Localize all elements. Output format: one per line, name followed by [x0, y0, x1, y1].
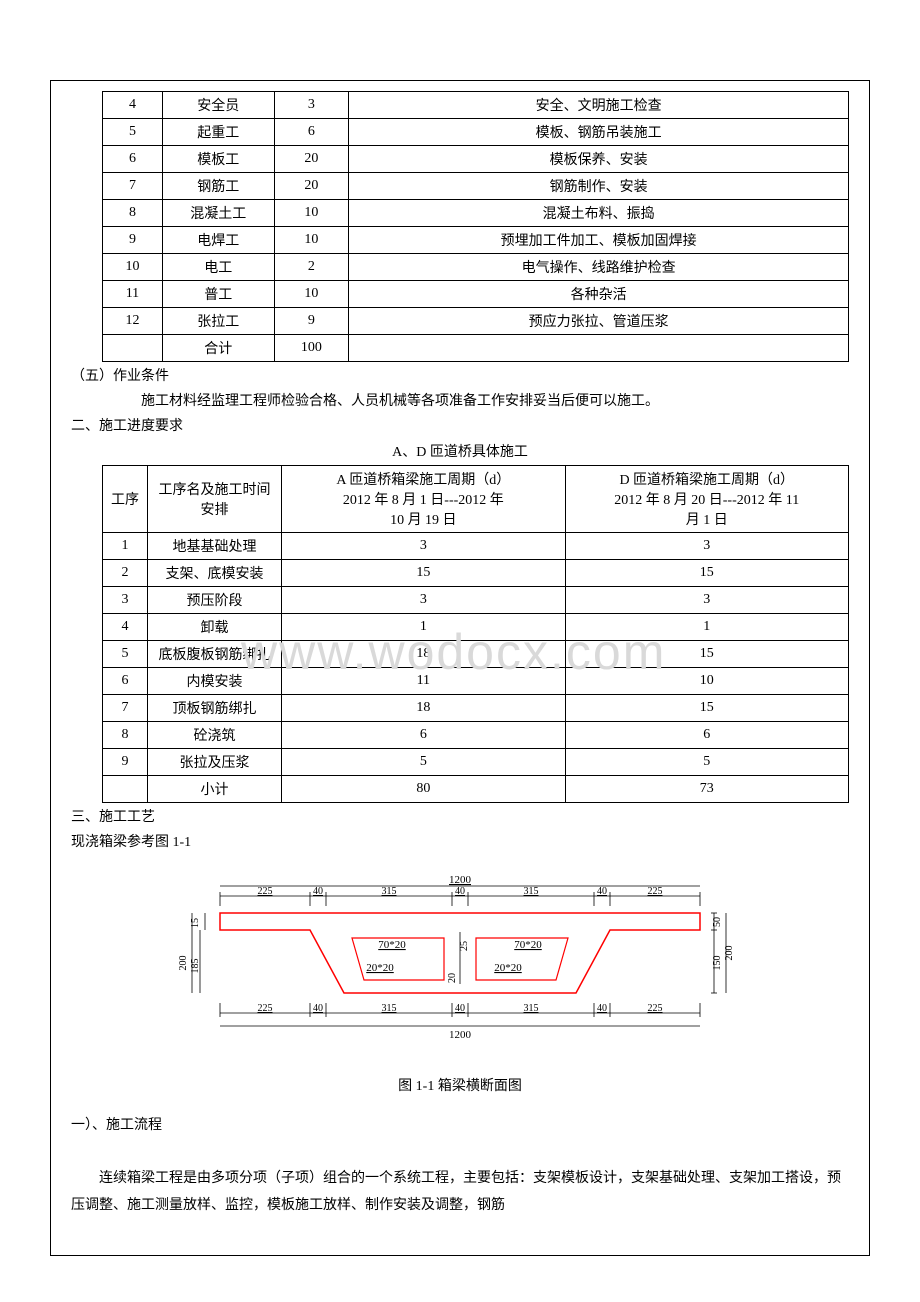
table-row: 9电焊工10预埋加工件加工、模板加固焊接: [103, 227, 849, 254]
svg-text:225: 225: [258, 1003, 273, 1014]
table-row: 工序 工序名及施工时间安排 A 匝道桥箱梁施工周期（d） 2012 年 8 月 …: [103, 466, 849, 533]
header-d: D 匝道桥箱梁施工周期（d） 2012 年 8 月 20 日---2012 年 …: [565, 466, 848, 533]
svg-text:200: 200: [724, 946, 735, 961]
svg-text:225: 225: [648, 1003, 663, 1014]
header-a: A 匝道桥箱梁施工周期（d） 2012 年 8 月 1 日---2012 年 1…: [282, 466, 565, 533]
svg-text:1200: 1200: [449, 874, 472, 886]
svg-text:1200: 1200: [449, 1029, 472, 1041]
header-name: 工序名及施工时间安排: [147, 466, 281, 533]
svg-text:315: 315: [524, 886, 539, 897]
table-row: 11普工10各种杂活: [103, 281, 849, 308]
ref-text: 现浇箱梁参考图 1-1: [71, 832, 849, 853]
svg-text:20*20: 20*20: [366, 962, 394, 974]
diagram-svg: 1200 225 40 315 40 315 40 225 225 40 315 40 315 40 225…: [150, 868, 770, 1058]
section5-title: （五）作业条件: [71, 366, 849, 387]
svg-text:70*20: 70*20: [514, 939, 542, 951]
table-row: 5底板腹板钢筋绑扎1815: [103, 641, 849, 668]
diagram-caption: 图 1-1 箱梁横断面图: [71, 1075, 849, 1095]
table-row: 4安全员3安全、文明施工检查: [103, 92, 849, 119]
table-row: 8混凝土工10混凝土布料、振捣: [103, 200, 849, 227]
svg-text:225: 225: [648, 886, 663, 897]
schedule-table: 工序 工序名及施工时间安排 A 匝道桥箱梁施工周期（d） 2012 年 8 月 …: [102, 465, 849, 803]
svg-text:315: 315: [382, 1003, 397, 1014]
svg-text:40: 40: [597, 1003, 607, 1014]
svg-text:40: 40: [455, 886, 465, 897]
svg-text:25: 25: [459, 941, 470, 951]
flow-heading: 一）、施工流程: [71, 1115, 849, 1136]
table-row: 6内模安装1110: [103, 668, 849, 695]
table-row: 合计100: [103, 335, 849, 362]
svg-text:225: 225: [258, 886, 273, 897]
section3-heading: 三、施工工艺: [71, 807, 849, 828]
cross-section-diagram: 1200 225 40 315 40 315 40 225 225 40 315 40 315 40 225…: [71, 868, 849, 1063]
page-frame: 4安全员3安全、文明施工检查5起重工6模板、钢筋吊装施工6模板工20模板保养、安…: [50, 80, 870, 1256]
table-row: 10电工2电气操作、线路维护检查: [103, 254, 849, 281]
personnel-table: 4安全员3安全、文明施工检查5起重工6模板、钢筋吊装施工6模板工20模板保养、安…: [102, 91, 849, 362]
table-row: 6模板工20模板保养、安装: [103, 146, 849, 173]
table-row: 小计8073: [103, 776, 849, 803]
svg-text:185: 185: [190, 959, 201, 974]
header-seq: 工序: [103, 466, 148, 533]
table-row: 7顶板钢筋绑扎1815: [103, 695, 849, 722]
section5-text: 施工材料经监理工程师检验合格、人员机械等各项准备工作安排妥当后便可以施工。: [71, 391, 849, 412]
svg-text:70*20: 70*20: [378, 939, 406, 951]
section2-heading: 二、施工进度要求: [71, 416, 849, 437]
svg-text:315: 315: [382, 886, 397, 897]
table2-title: A、D 匝道桥具体施工: [71, 441, 849, 461]
svg-text:20: 20: [447, 973, 458, 983]
svg-text:40: 40: [597, 886, 607, 897]
table-row: 2支架、底模安装1515: [103, 560, 849, 587]
table-row: 4卸载11: [103, 614, 849, 641]
svg-text:40: 40: [455, 1003, 465, 1014]
table-row: 8砼浇筑66: [103, 722, 849, 749]
table-row: 12张拉工9预应力张拉、管道压浆: [103, 308, 849, 335]
body-paragraph: 连续箱梁工程是由多项分项（子项）组合的一个系统工程，主要包括：支架模板设计，支架…: [71, 1166, 849, 1219]
svg-text:40: 40: [313, 886, 323, 897]
schedule-table-wrap: 工序 工序名及施工时间安排 A 匝道桥箱梁施工周期（d） 2012 年 8 月 …: [71, 465, 849, 803]
table-row: 5起重工6模板、钢筋吊装施工: [103, 119, 849, 146]
svg-text:200: 200: [178, 956, 189, 971]
table-row: 9张拉及压浆55: [103, 749, 849, 776]
table-row: 7钢筋工20钢筋制作、安装: [103, 173, 849, 200]
svg-text:315: 315: [524, 1003, 539, 1014]
svg-text:150: 150: [712, 956, 723, 971]
table-row: 3预压阶段33: [103, 587, 849, 614]
svg-text:50: 50: [712, 917, 723, 927]
svg-text:40: 40: [313, 1003, 323, 1014]
table-row: 1地基基础处理33: [103, 533, 849, 560]
svg-text:20*20: 20*20: [494, 962, 522, 974]
